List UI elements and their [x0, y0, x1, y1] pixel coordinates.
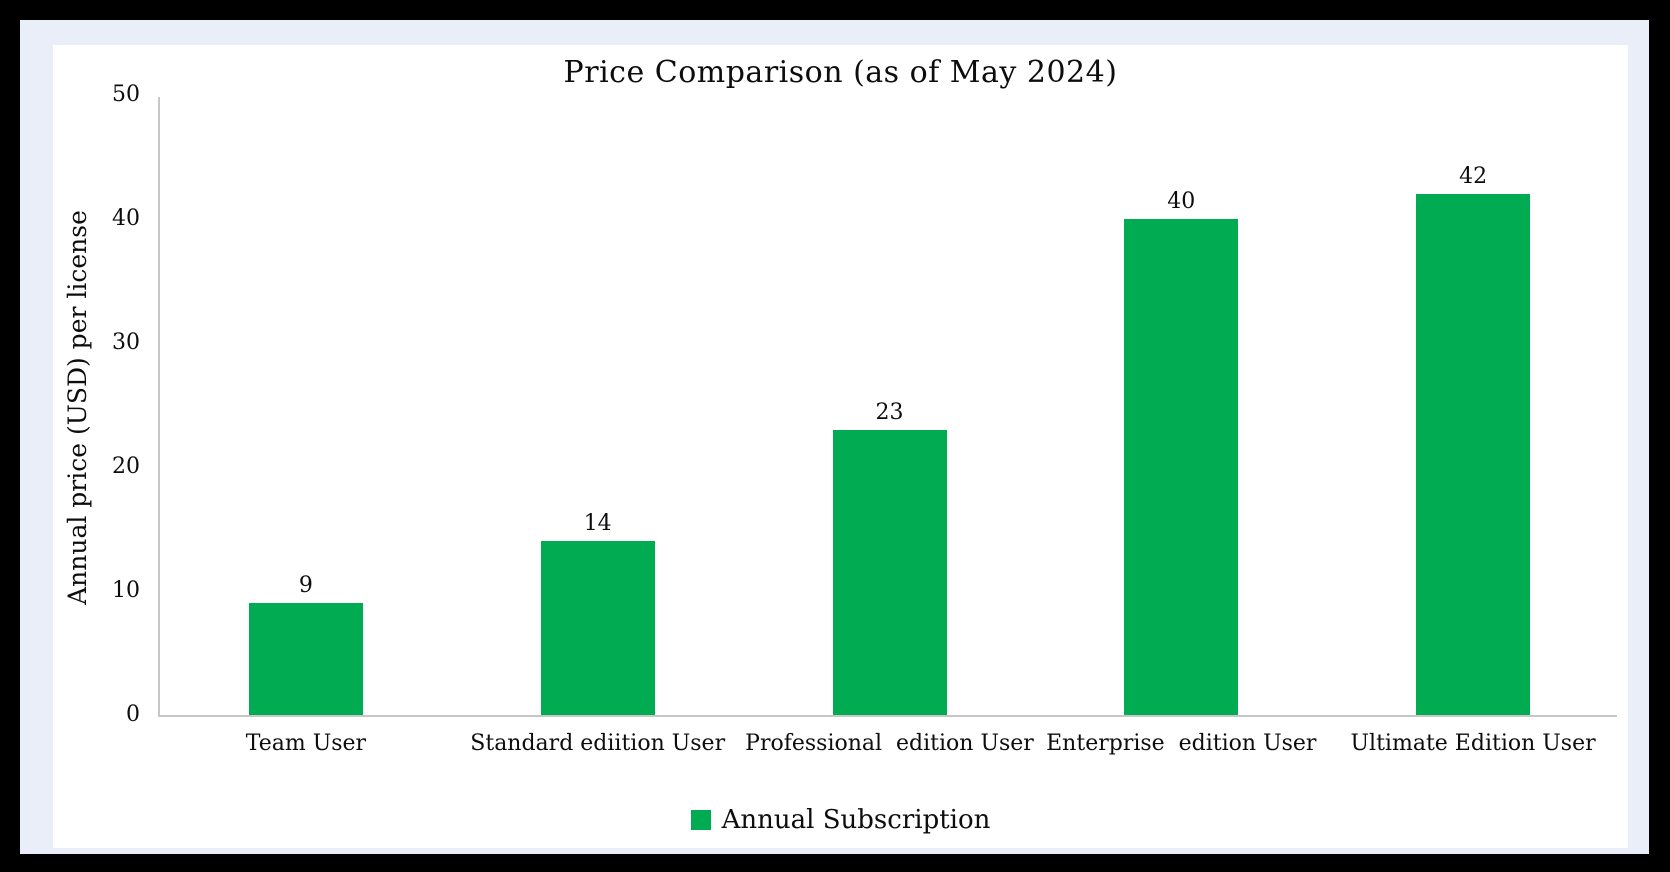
- legend-swatch-icon: [690, 810, 711, 830]
- y-tick-label: 50: [112, 82, 140, 107]
- legend: Annual Subscription: [53, 805, 1628, 835]
- x-category-label: Standard ediition User: [470, 731, 726, 756]
- y-tick-label: 30: [112, 330, 140, 355]
- x-category-label: Professional edition User: [745, 731, 1034, 756]
- y-tick-label: 0: [126, 702, 140, 727]
- bar-5: [1416, 194, 1531, 715]
- bar-1: [248, 603, 363, 715]
- y-axis-title: Annual price (USD) per license: [55, 97, 99, 717]
- chart-panel: Price Comparison (as of May 2024) Annual…: [53, 45, 1628, 848]
- bar-value-label: 9: [298, 573, 313, 599]
- bar-value-label: 14: [583, 511, 612, 537]
- plot-area: 0 10 20 30 40 50 9 Team User 14 Standard ediition…: [112, 84, 1617, 756]
- y-tick-label: 10: [112, 578, 140, 603]
- bar-value-label: 40: [1167, 189, 1196, 214]
- x-category-label: Enterprise edition User: [1046, 731, 1317, 756]
- bar-value-label: 23: [875, 399, 904, 425]
- y-axis-title-text: Annual price (USD) per license: [62, 209, 92, 605]
- x-category-label: Ultimate Edition User: [1350, 731, 1596, 756]
- bar-4: [1124, 219, 1239, 715]
- bar-3: [832, 429, 947, 715]
- legend-label: Annual Subscription: [721, 805, 991, 835]
- bar-value-label: 42: [1459, 164, 1488, 190]
- y-tick-label: 20: [112, 454, 140, 479]
- x-category-label: Team User: [245, 731, 367, 756]
- chart-title: Price Comparison (as of May 2024): [563, 55, 1118, 90]
- y-tick-label: 40: [112, 206, 140, 231]
- chart-margin-area: Price Comparison (as of May 2024) Annual…: [20, 20, 1649, 854]
- bar-2: [540, 541, 655, 715]
